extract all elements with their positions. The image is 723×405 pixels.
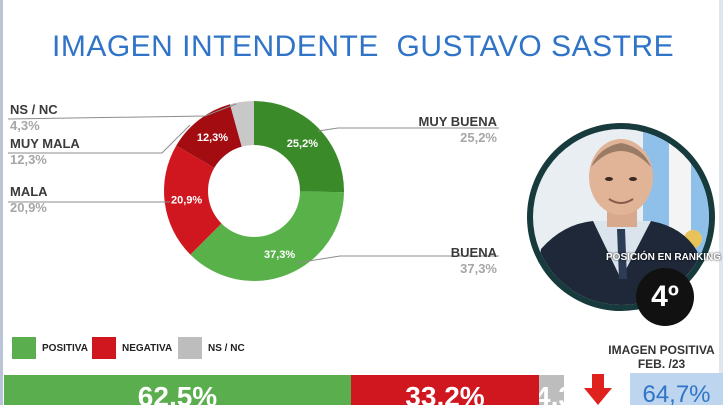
label-muy-mala-value: 12,3%: [10, 152, 47, 167]
legend-item-negativa: NEGATIVA: [92, 337, 172, 359]
slice-label-buena: 37,3%: [264, 249, 295, 261]
label-buena-name: BUENA: [450, 245, 497, 260]
label-buena-value: 37,3%: [460, 261, 497, 276]
slice-label-muy-buena: 25,2%: [287, 138, 318, 150]
summary-bar-ns-nc: 4,3: [539, 375, 564, 405]
legend-swatch-positiva: [12, 337, 36, 359]
slice-label-mala: 20,9%: [171, 195, 202, 207]
label-muy-buena-value: 25,2%: [460, 130, 497, 145]
down-arrow-icon: [584, 374, 612, 405]
summary-bar-ns-nc-label: 4,3: [539, 381, 564, 405]
legend-item-positiva: POSITIVA: [12, 337, 88, 359]
label-muy-buena-name: MUY BUENA: [418, 114, 498, 129]
slice-muy-mala: [176, 104, 242, 168]
legend-item-ns-nc: NS / NC: [178, 337, 245, 359]
legend-swatch-ns-nc: [178, 337, 202, 359]
slice-buena: [190, 191, 344, 282]
imagen-positiva-title-line2: FEB. /23: [637, 357, 686, 371]
legend-label-ns-nc: NS / NC: [208, 342, 245, 354]
ranking-badge: 4º: [636, 268, 694, 326]
label-muy-mala: MUY MALA 12,3%: [10, 136, 80, 168]
right-border: [719, 0, 723, 405]
legend-label-negativa: NEGATIVA: [122, 342, 173, 354]
label-muy-buena: MUY BUENA 25,2%: [400, 114, 498, 146]
label-mala-value: 20,9%: [10, 200, 47, 215]
left-border: [0, 0, 3, 405]
slice-muy-buena: [254, 101, 344, 193]
label-ns-nc-name: NS / NC: [10, 102, 58, 117]
leader-line-buena: [295, 255, 499, 264]
legend-label-positiva: POSITIVA: [42, 342, 88, 354]
imagen-positiva-title: IMAGEN POSITIVA FEB. /23: [600, 343, 723, 371]
chart-title: IMAGEN INTENDENTE GUSTAVO SASTRE: [52, 30, 675, 63]
label-ns-nc: NS / NC 4,3%: [10, 102, 58, 134]
label-muy-mala-name: MUY MALA: [10, 136, 80, 151]
slice-label-muy-mala: 12,3%: [197, 132, 228, 144]
leader-line-muy-mala: [8, 124, 191, 154]
label-buena: BUENA 37,3%: [400, 245, 497, 277]
summary-bar-positiva-label: 62,5%: [137, 381, 218, 405]
label-ns-nc-value: 4,3%: [10, 118, 40, 133]
summary-bar-negativa-label: 33,2%: [405, 381, 485, 405]
label-mala: MALA 20,9%: [10, 184, 48, 216]
summary-bar-negativa: 33,2%: [351, 375, 539, 405]
label-mala-name: MALA: [10, 184, 48, 199]
legend-swatch-negativa: [92, 337, 116, 359]
imagen-positiva-box: 64,7%: [630, 373, 723, 405]
imagen-positiva-title-line1: IMAGEN POSITIVA: [608, 343, 715, 357]
face: [589, 139, 653, 215]
imagen-positiva-value: 64,7%: [642, 381, 711, 405]
leader-line-ns-nc: [7, 103, 237, 120]
ranking-caption: POSICIÓN EN RANKING: [606, 252, 722, 263]
leader-line-muy-buena: [317, 127, 499, 132]
slice-mala: [164, 145, 222, 255]
slice-ns-nc: [229, 101, 254, 147]
summary-bar-positiva: 62,5%: [4, 375, 351, 405]
